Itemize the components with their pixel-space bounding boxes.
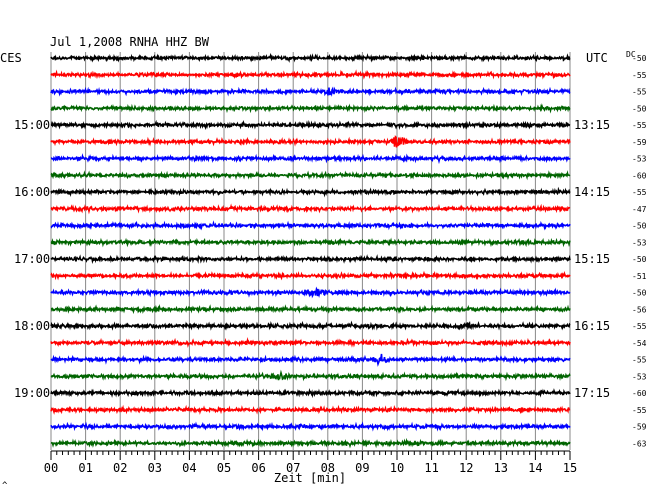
dc-offset-label: -59 bbox=[632, 138, 647, 147]
dc-offset-label: -50 bbox=[632, 255, 647, 264]
trace-line bbox=[50, 404, 571, 415]
x-tick-label: 01 bbox=[78, 461, 92, 475]
dc-offset-label: -63 bbox=[632, 439, 647, 448]
right-hour-label: 13:15 bbox=[574, 118, 610, 132]
trace-line bbox=[50, 203, 571, 215]
right-hour-label: 16:15 bbox=[574, 319, 610, 333]
x-tick-label: 10 bbox=[390, 461, 404, 475]
trace-line bbox=[50, 388, 571, 399]
x-tick-label: 04 bbox=[182, 461, 196, 475]
trace-line bbox=[50, 369, 571, 382]
trace-line bbox=[50, 237, 571, 248]
dc-offset-label: -54 bbox=[632, 339, 647, 348]
x-tick-label: 08 bbox=[321, 461, 335, 475]
right-hour-label: 14:15 bbox=[574, 185, 610, 199]
left-hour-label: 16:00 bbox=[14, 185, 50, 199]
dc-offset-label: -55 bbox=[632, 121, 647, 130]
dc-offset-label: -55 bbox=[632, 188, 647, 197]
dc-offset-label: -55 bbox=[632, 406, 647, 415]
x-tick-label: 12 bbox=[459, 461, 473, 475]
footnote-mark: ^ bbox=[2, 481, 8, 491]
right-timezone-label: UTC bbox=[586, 51, 608, 65]
x-tick-label: 06 bbox=[251, 461, 265, 475]
x-tick-label: 02 bbox=[113, 461, 127, 475]
left-hour-label: 19:00 bbox=[14, 386, 50, 400]
dc-offset-label: -53 bbox=[632, 155, 647, 164]
left-hour-label: 17:00 bbox=[14, 252, 50, 266]
dc-offset-label: -55 bbox=[632, 356, 647, 365]
trace-line bbox=[50, 170, 571, 181]
x-tick-label: 13 bbox=[494, 461, 508, 475]
right-hour-label: 17:15 bbox=[574, 386, 610, 400]
x-axis: 00 01 02 03 04 05 06 07 08 09 10 11 12 13 14 15 bbox=[44, 450, 577, 475]
left-timezone-label: CES bbox=[0, 51, 22, 65]
x-axis-label: Zeit [min] bbox=[274, 471, 346, 485]
left-hour-label: 15:00 bbox=[14, 118, 50, 132]
trace-line bbox=[50, 69, 571, 80]
trace-line bbox=[50, 437, 571, 449]
x-tick-label: 15 bbox=[563, 461, 577, 475]
trace-line bbox=[50, 220, 571, 231]
trace-line bbox=[50, 186, 571, 198]
dc-offset-label: -60 bbox=[632, 389, 647, 398]
dc-offset-label: -50 bbox=[632, 222, 647, 231]
x-tick-label: 05 bbox=[217, 461, 231, 475]
trace-line bbox=[50, 103, 571, 114]
dc-offset-label: -59 bbox=[632, 423, 647, 432]
trace-line bbox=[50, 336, 571, 348]
dc-offset-label: -51 bbox=[632, 272, 647, 281]
chart-title: Jul 1,2008 RNHA HHZ BW bbox=[50, 35, 210, 49]
x-tick-label: 00 bbox=[44, 461, 58, 475]
x-tick-label: 09 bbox=[355, 461, 369, 475]
dc-offset-label: -47 bbox=[632, 205, 647, 214]
trace-line bbox=[50, 304, 571, 315]
dc-offset-label: -53 bbox=[632, 372, 647, 381]
grid-lines bbox=[50, 52, 571, 450]
trace-line bbox=[50, 119, 571, 131]
trace-line bbox=[50, 270, 571, 281]
dc-offset-label: -55 bbox=[632, 88, 647, 97]
row-labels: 15:00 16:00 17:00 18:00 19:00 13:15 14:15 15:15… bbox=[14, 54, 647, 448]
trace-line bbox=[50, 320, 571, 331]
trace-line bbox=[50, 421, 571, 432]
trace-line bbox=[50, 153, 571, 165]
x-tick-label: 07 bbox=[286, 461, 300, 475]
dc-offset-label: -55 bbox=[632, 71, 647, 80]
x-tick-label: 11 bbox=[424, 461, 438, 475]
trace-line bbox=[50, 353, 571, 367]
trace-group bbox=[50, 52, 571, 449]
trace-line bbox=[50, 135, 571, 148]
x-tick-label: 14 bbox=[528, 461, 542, 475]
dc-offset-label: -60 bbox=[632, 171, 647, 180]
left-hour-label: 18:00 bbox=[14, 319, 50, 333]
trace-line bbox=[50, 86, 571, 97]
trace-line bbox=[50, 286, 571, 299]
dc-offset-label: -50 bbox=[632, 289, 647, 298]
dc-offset-label: -50 bbox=[632, 54, 647, 63]
dc-offset-label: -55 bbox=[632, 322, 647, 331]
dc-offset-label: -53 bbox=[632, 238, 647, 247]
dc-offset-label: -50 bbox=[632, 104, 647, 113]
trace-line bbox=[50, 52, 571, 63]
dc-offset-label: -56 bbox=[632, 305, 647, 314]
x-tick-label: 03 bbox=[148, 461, 162, 475]
right-hour-label: 15:15 bbox=[574, 252, 610, 266]
trace-line bbox=[50, 254, 571, 265]
dc-label: DC bbox=[626, 50, 636, 59]
